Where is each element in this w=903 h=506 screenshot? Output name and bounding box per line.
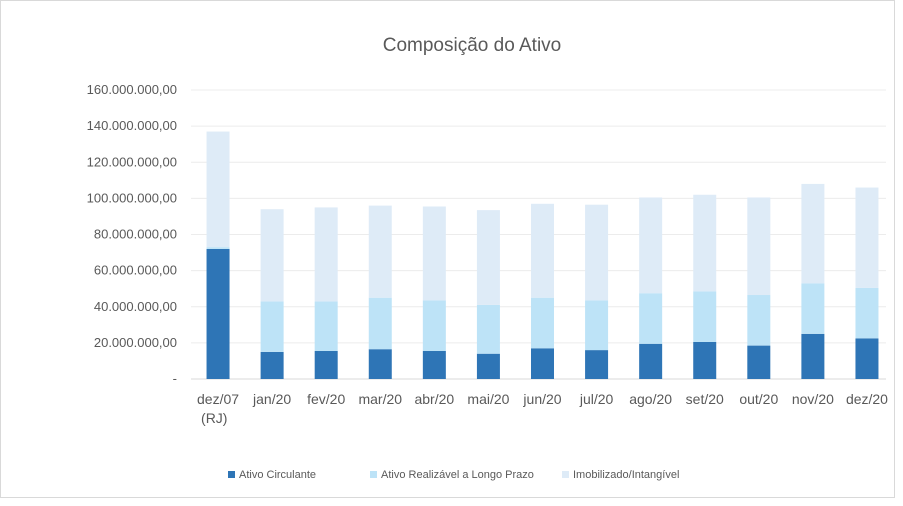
bar-segment: [476, 353, 500, 379]
x-tick-label: set/20: [686, 391, 724, 407]
bar-segment: [206, 131, 230, 248]
bar-segment: [855, 287, 879, 339]
bar-segment: [422, 206, 446, 301]
bar-segment: [476, 210, 500, 305]
bar-segment: [531, 348, 554, 379]
stacked-bar-chart: Composição do Ativo - 20.000.000,00 40.000…: [87, 35, 889, 481]
y-tick-label: 160.000.000,00: [87, 82, 177, 97]
legend-swatch: [228, 471, 235, 478]
y-tick-label: 60.000.000,00: [94, 263, 177, 278]
legend-label: Ativo Circulante: [239, 469, 316, 481]
y-tick-label: -: [173, 371, 177, 386]
bar-segment: [801, 183, 825, 284]
bar-segment: [368, 205, 392, 298]
bar-segment: [260, 209, 284, 302]
x-tick-label: mai/20: [467, 391, 509, 407]
bar-segment: [855, 338, 879, 379]
bar-segment: [531, 203, 554, 298]
chart-frame: Composição do Ativo - 20.000.000,00 40.000…: [0, 0, 895, 498]
legend-swatch: [370, 471, 377, 478]
bar-segment: [639, 197, 663, 294]
bar-segment: [693, 341, 717, 379]
bar-segment: [801, 283, 825, 334]
bar-segment: [422, 351, 446, 379]
y-axis-ticks: - 20.000.000,00 40.000.000,00 60.000.000,00…: [87, 82, 177, 386]
x-tick-label: jan/20: [252, 391, 291, 407]
bar-segment: [206, 247, 230, 249]
x-axis-ticks: dez/07 (RJ) jan/20 fev/20 mar/20 abr/20 mai/20…: [197, 391, 888, 426]
bar-segment: [639, 293, 663, 344]
bar-segment: [747, 295, 771, 346]
bar-segment: [260, 351, 284, 379]
bar-segment: [476, 304, 500, 354]
bar-segment: [260, 301, 284, 352]
bar-segment: [855, 187, 879, 288]
bars: [206, 131, 879, 379]
bar-segment: [314, 207, 338, 302]
bar-segment: [314, 351, 338, 379]
x-tick-label: nov/20: [792, 391, 834, 407]
bar-segment: [585, 350, 609, 379]
bar-segment: [747, 345, 771, 379]
bar-segment: [693, 194, 717, 292]
x-tick-label: jul/20: [579, 391, 614, 407]
x-tick-label: fev/20: [307, 391, 345, 407]
bar-segment: [801, 333, 825, 379]
y-tick-label: 140.000.000,00: [87, 118, 177, 133]
legend-label: Ativo Realizável a Longo Prazo: [381, 469, 534, 481]
x-tick-label: ago/20: [629, 391, 672, 407]
bar-segment: [585, 300, 609, 351]
y-tick-label: 80.000.000,00: [94, 227, 177, 242]
x-tick-label: mar/20: [358, 391, 402, 407]
y-tick-label: 120.000.000,00: [87, 154, 177, 169]
bar-segment: [422, 300, 446, 352]
x-tick-label: dez/20: [846, 391, 888, 407]
bar-segment: [693, 291, 717, 342]
legend-swatch: [562, 471, 569, 478]
legend: Ativo Circulante Ativo Realizável a Longo…: [228, 469, 679, 481]
bar-segment: [368, 349, 392, 379]
bar-segment: [368, 297, 392, 350]
bar-segment: [206, 248, 230, 379]
x-tick-label: jun/20: [522, 391, 561, 407]
x-tick-label: out/20: [739, 391, 778, 407]
bar-segment: [585, 204, 609, 301]
bar-segment: [639, 343, 663, 379]
legend-label: Imobilizado/Intangível: [573, 469, 679, 481]
bar-segment: [747, 197, 771, 296]
x-tick-label: abr/20: [414, 391, 454, 407]
y-tick-label: 20.000.000,00: [94, 335, 177, 350]
y-tick-label: 100.000.000,00: [87, 190, 177, 205]
x-tick-label: dez/07: [197, 391, 239, 407]
bar-segment: [314, 301, 338, 352]
x-tick-label: (RJ): [201, 410, 227, 426]
bar-segment: [531, 297, 554, 349]
chart-title: Composição do Ativo: [383, 35, 562, 56]
y-tick-label: 40.000.000,00: [94, 299, 177, 314]
